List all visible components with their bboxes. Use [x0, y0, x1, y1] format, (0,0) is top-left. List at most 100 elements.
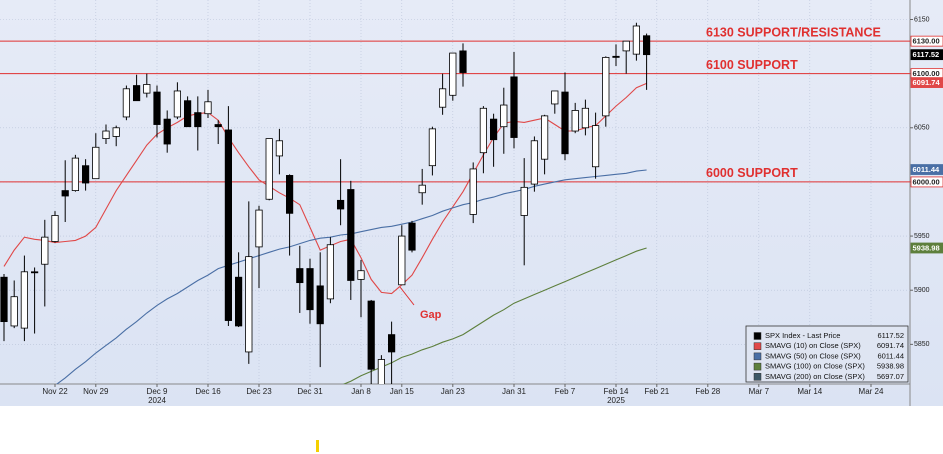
candle-body [41, 236, 49, 265]
candle-body [367, 300, 375, 370]
candle-body [377, 359, 386, 384]
candle-body [234, 276, 243, 327]
candle-body [0, 276, 8, 323]
candle-body [153, 91, 161, 125]
candle-body [173, 90, 181, 118]
candle-body [82, 165, 90, 184]
y-tick-label: 5900 [914, 287, 930, 294]
value-tag [910, 176, 943, 188]
candle-body [122, 88, 130, 118]
legend-value: 5697.07 [877, 372, 904, 381]
legend-swatch [753, 362, 762, 371]
x-tick-label: Jan 8 [351, 387, 371, 396]
candle-body [581, 107, 590, 129]
candle-body [92, 146, 100, 180]
candle-body [622, 40, 630, 52]
legend-swatch [753, 332, 762, 340]
candle-body [336, 199, 345, 210]
y-tick-label: 6150 [914, 16, 930, 23]
legend-label: SMAVG (50) on Close (SPX) [765, 351, 861, 360]
legend-label: SMAVG (10) on Close (SPX) [765, 341, 861, 350]
x-tick-label: Nov 22 [42, 387, 68, 396]
candle-body [143, 84, 151, 94]
y-tick-label: 5950 [914, 233, 930, 240]
legend-value: 6117.52 [877, 331, 904, 340]
candle-body [204, 101, 212, 115]
x-tick-label: Jan 31 [502, 387, 527, 396]
candle-body [428, 128, 437, 167]
candle-body [132, 85, 141, 102]
level-label: 6130 SUPPORT/RESISTANCE [706, 25, 881, 39]
candle-body [265, 138, 273, 200]
candle-body [510, 76, 518, 138]
x-tick-label: Mar 14 [797, 387, 822, 396]
legend-label: SPX Index - Last Price [765, 331, 840, 340]
value-tag-label: 6091.74 [913, 78, 941, 87]
value-tag-label: 6000.00 [913, 177, 940, 186]
x-tick-label: Jan 23 [441, 387, 466, 396]
x-tick-label: Dec 31 [297, 387, 323, 396]
candle-body [398, 235, 406, 286]
candle-body [224, 129, 232, 321]
candle-body [30, 271, 39, 274]
x-tick-label: Nov 29 [83, 387, 109, 396]
candle-body [500, 104, 508, 128]
candle-body [408, 222, 416, 251]
value-tag [910, 35, 943, 47]
candle-body [520, 186, 528, 216]
x-tick-label: Mar 24 [859, 387, 884, 396]
candle-body [275, 140, 284, 157]
x-tick-label: Dec 23 [246, 387, 272, 396]
candle-body [561, 91, 569, 155]
candle-body [163, 118, 171, 145]
candle-body [592, 125, 600, 168]
x-tick-label: Feb 14 [604, 387, 629, 396]
x-tick-label: Mar 7 [749, 387, 770, 396]
candle-body [612, 55, 620, 58]
candle-body [489, 118, 498, 141]
level-label: 6100 SUPPORT [706, 58, 798, 72]
annotation: Gap [420, 309, 442, 321]
legend-swatch [753, 352, 762, 361]
candle-body [643, 35, 651, 56]
legend-value: 5938.98 [877, 362, 904, 371]
candle-body [306, 268, 314, 311]
value-tag-label: 6100.00 [913, 69, 940, 78]
candle-body [357, 270, 365, 280]
decoration [316, 440, 319, 452]
candle-body [255, 209, 263, 248]
value-tag [910, 77, 943, 88]
candle-body [245, 256, 253, 353]
candle-body [602, 56, 610, 117]
value-tag-label: 5938.98 [913, 243, 940, 252]
y-tick-label: 5850 [914, 341, 930, 348]
candle-body [112, 127, 120, 137]
candle-body [20, 271, 29, 329]
x-tick-label: Feb 7 [555, 387, 576, 396]
level-label: 6000 SUPPORT [706, 166, 798, 180]
value-tag-label: 6117.52 [913, 50, 940, 59]
candle-body [551, 90, 559, 105]
candle-body [632, 25, 641, 55]
x-tick-label: Feb 28 [695, 387, 720, 396]
candle-body [214, 124, 222, 128]
ma-line [3, 82, 647, 295]
legend-label: SMAVG (100) on Close (SPX) [765, 362, 865, 371]
candle-body [51, 215, 59, 242]
value-tag [910, 242, 943, 254]
candle-body [296, 268, 304, 284]
legend-value: 6011.44 [877, 351, 904, 360]
candle-body [541, 115, 549, 160]
legend-box [745, 325, 909, 383]
candle-body [102, 130, 110, 140]
candle-body [571, 110, 579, 132]
candle-body [530, 140, 539, 185]
candle-body [479, 107, 488, 154]
candle-body [459, 50, 467, 73]
legend-swatch [753, 342, 762, 350]
candle-body [347, 189, 355, 281]
x-tick-label: Jan 15 [390, 387, 415, 396]
candle-body [71, 157, 79, 191]
value-tag [910, 49, 943, 61]
x-tick-label: Feb 21 [644, 387, 669, 396]
